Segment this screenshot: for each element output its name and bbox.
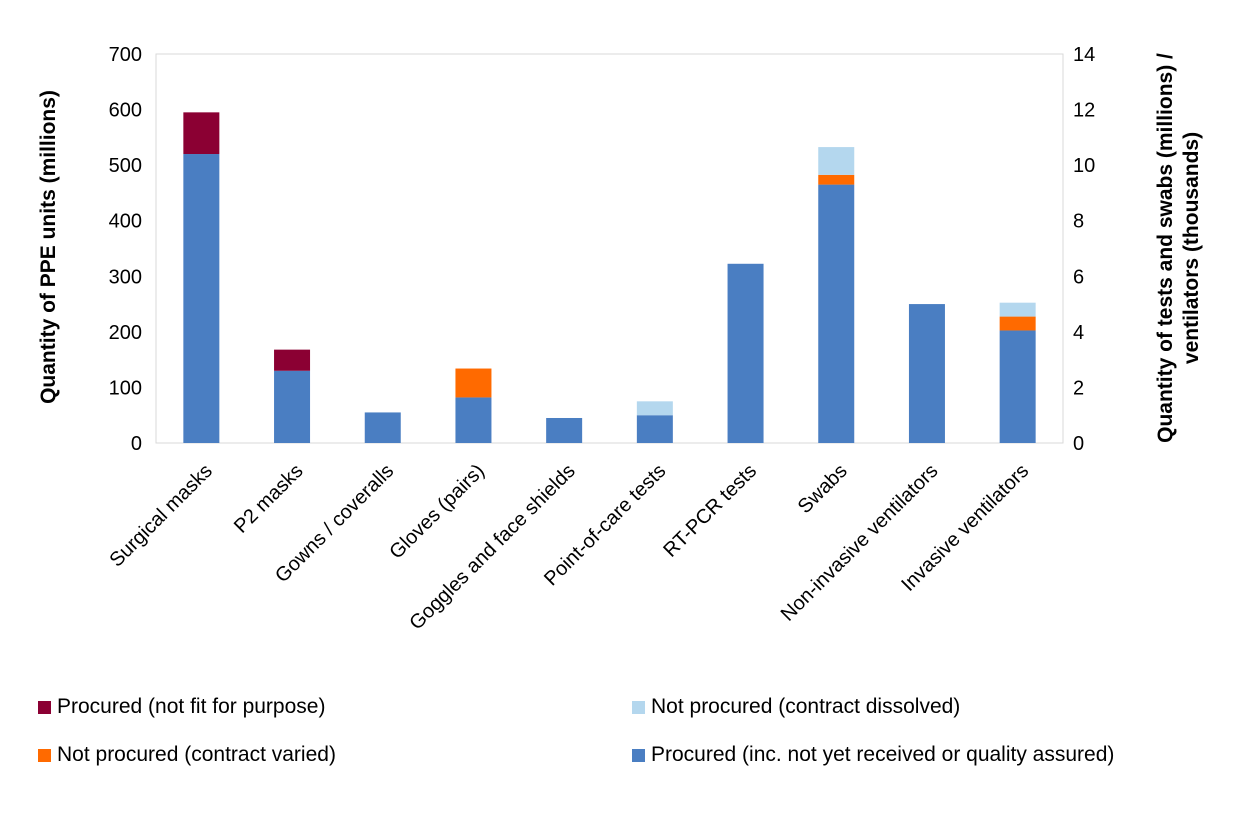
legend-swatch (38, 700, 51, 714)
right-tick-label: 2 (1073, 377, 1084, 399)
left-tick-label: 700 (109, 44, 142, 66)
bar-segment (999, 302, 1036, 317)
bar-segment (455, 368, 492, 398)
legend-label: Not procured (contract varied) (57, 743, 336, 766)
left-tick-label: 200 (109, 322, 142, 344)
legend-label: Not procured (contract dissolved) (651, 695, 961, 718)
category-label: Gloves (pairs) (385, 460, 489, 564)
category-label: Surgical masks (105, 460, 216, 571)
right-axis-title-line-2: ventilators (thousands) (1180, 132, 1203, 364)
bar-segment (364, 412, 401, 443)
right-axis-title-line-1: Quantity of tests and swabs (millions) / (1154, 53, 1177, 443)
plot-area (155, 53, 1064, 444)
bar-segment (183, 112, 220, 155)
left-tick-label: 0 (131, 433, 142, 455)
bar-segment (818, 184, 855, 444)
bar-segment (636, 415, 673, 443)
left-axis-title: Quantity of PPE units (millions) (37, 90, 60, 404)
bar-segment (727, 263, 764, 443)
legend-label: Procured (inc. not yet received or quali… (651, 743, 1115, 766)
legend-label: Procured (not fit for purpose) (57, 695, 326, 718)
left-tick-label: 300 (109, 266, 142, 288)
bar-segment (455, 397, 492, 443)
legend-swatch (632, 748, 645, 762)
legend-item: Procured (inc. not yet received or quali… (632, 743, 1114, 767)
legend-item: Procured (not fit for purpose) (38, 695, 325, 719)
bar-segment (818, 174, 855, 185)
bar-segment (908, 304, 945, 443)
right-tick-label: 12 (1073, 100, 1095, 122)
legend-swatch (632, 700, 645, 714)
legend-item: Not procured (contract varied) (38, 743, 336, 767)
bar-segment (818, 147, 855, 175)
left-tick-label: 400 (109, 211, 142, 233)
bar-segment (274, 370, 311, 443)
bar-segment (636, 401, 673, 416)
right-tick-label: 0 (1073, 433, 1084, 455)
bars-group (183, 112, 1036, 444)
bar-segment (546, 417, 583, 443)
plot-border (155, 53, 1064, 444)
right-tick-label: 10 (1073, 155, 1095, 177)
legend-item: Not procured (contract dissolved) (632, 695, 960, 719)
right-axis-ticks: 0 2 4 6 8 10 12 14 (1073, 44, 1095, 455)
category-label: Swabs (794, 460, 852, 518)
bar-segment (183, 154, 220, 443)
left-tick-label: 100 (109, 377, 142, 399)
category-label: Goggles and face shields (405, 460, 579, 634)
category-label: Non-invasive ventilators (777, 460, 943, 626)
right-tick-label: 8 (1073, 211, 1084, 233)
left-tick-label: 600 (109, 100, 142, 122)
bar-segment (999, 330, 1036, 443)
category-label: RT-PCR tests (659, 460, 761, 562)
legend-swatch (38, 748, 51, 762)
right-tick-label: 6 (1073, 266, 1084, 288)
right-tick-label: 14 (1073, 44, 1095, 66)
bar-segment (999, 316, 1036, 331)
bar-segment (274, 349, 311, 371)
category-label: P2 masks (230, 460, 308, 538)
right-tick-label: 4 (1073, 322, 1084, 344)
left-tick-label: 500 (109, 155, 142, 177)
left-axis-ticks: 0 100 200 300 400 500 600 700 (109, 44, 142, 455)
